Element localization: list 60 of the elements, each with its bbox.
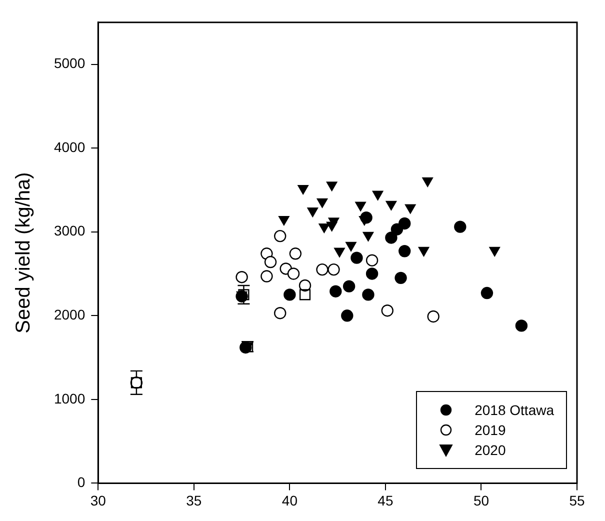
point [427, 310, 440, 323]
point [454, 220, 466, 233]
point [278, 216, 290, 226]
point [307, 208, 318, 218]
y-tick-label: 0 [77, 474, 86, 490]
point [366, 268, 378, 280]
x-tick-label: 40 [282, 492, 298, 508]
point [299, 289, 311, 300]
point [274, 230, 286, 242]
point [236, 270, 248, 284]
point [489, 246, 500, 256]
point [398, 217, 411, 230]
x-tick-label: 55 [569, 492, 585, 508]
point [274, 307, 286, 320]
point [326, 222, 338, 232]
point [284, 288, 296, 301]
point [298, 184, 308, 194]
point [341, 310, 354, 322]
point [316, 198, 328, 208]
point [342, 280, 356, 292]
y-tick-label: 2000 [54, 306, 86, 322]
point [264, 256, 277, 268]
y-tick-label: 5000 [54, 55, 86, 72]
point [418, 246, 430, 256]
point [480, 286, 494, 300]
point [422, 177, 433, 187]
y-tick-label: 3000 [54, 222, 86, 239]
point [394, 272, 407, 284]
point [318, 223, 330, 233]
y-axis-title: Seed yield (kg/ha) [12, 172, 35, 334]
point [330, 285, 342, 298]
point [366, 254, 378, 266]
x-tick-label: 45 [378, 492, 394, 508]
point [404, 204, 416, 214]
point [260, 270, 273, 282]
legend-label: 2018 Ottawa [474, 401, 554, 420]
x-tick-label: 30 [90, 492, 106, 508]
point [326, 182, 338, 192]
point [355, 202, 366, 212]
point [385, 232, 398, 244]
point [287, 268, 300, 280]
x-tick-label: 35 [186, 492, 202, 508]
point [515, 320, 528, 332]
point [316, 263, 328, 276]
point [381, 304, 394, 317]
point [328, 263, 340, 276]
point [386, 200, 397, 210]
point [334, 248, 345, 258]
point [346, 242, 356, 252]
point [362, 288, 374, 301]
point [372, 190, 384, 200]
point [289, 248, 302, 260]
legend-label: 2019 [474, 421, 506, 440]
legend-label: 2020 [474, 441, 506, 460]
point [398, 245, 411, 258]
point [350, 252, 363, 264]
y-tick-label: 1000 [54, 390, 86, 406]
y-tick-label: 4000 [54, 138, 86, 155]
point [362, 232, 374, 242]
x-tick-label: 50 [473, 492, 490, 508]
